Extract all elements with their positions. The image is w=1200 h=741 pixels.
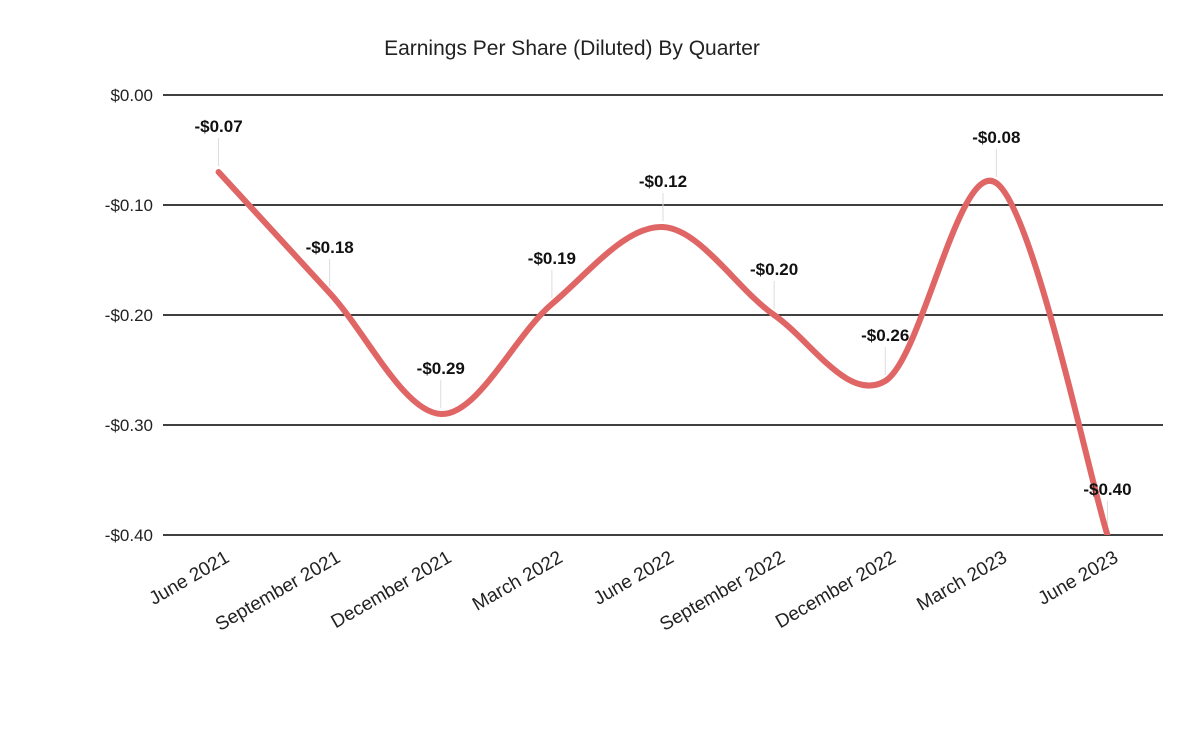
data-label: -$0.26 [861,326,909,345]
series-line-layer [215,169,1111,535]
series-line [215,169,1111,535]
x-tick-label: December 2022 [772,547,900,633]
x-tick-label: June 2023 [1035,547,1122,610]
data-label: -$0.40 [1083,480,1131,499]
data-label: -$0.12 [639,172,687,191]
y-tick-label: -$0.30 [105,416,153,435]
y-axis-tick-labels: $0.00 -$0.10 -$0.20 -$0.30 -$0.40 [105,86,153,545]
x-tick-label: December 2021 [328,547,456,633]
data-label: -$0.20 [750,260,798,279]
chart-title: Earnings Per Share (Diluted) By Quarter [384,37,760,60]
x-tick-label: March 2023 [913,547,1010,615]
y-tick-label: -$0.10 [105,196,153,215]
x-tick-label: June 2021 [146,547,233,610]
x-tick-label: September 2021 [212,547,344,635]
y-tick-label: -$0.40 [105,526,153,545]
x-tick-label: September 2022 [656,547,788,635]
y-tick-label: -$0.20 [105,306,153,325]
data-label: -$0.29 [417,359,465,378]
data-label: -$0.08 [972,128,1020,147]
gridlines [163,94,1163,536]
y-tick-label: $0.00 [110,86,153,105]
data-label: -$0.07 [194,117,242,136]
x-tick-label: June 2022 [590,547,677,610]
x-tick-label: March 2022 [469,547,566,615]
data-labels: -$0.07 -$0.18 -$0.29 -$0.19 -$0.12 -$0.20 -$0.… [194,117,1131,499]
data-label: -$0.18 [306,238,354,257]
data-label: -$0.19 [528,249,576,268]
